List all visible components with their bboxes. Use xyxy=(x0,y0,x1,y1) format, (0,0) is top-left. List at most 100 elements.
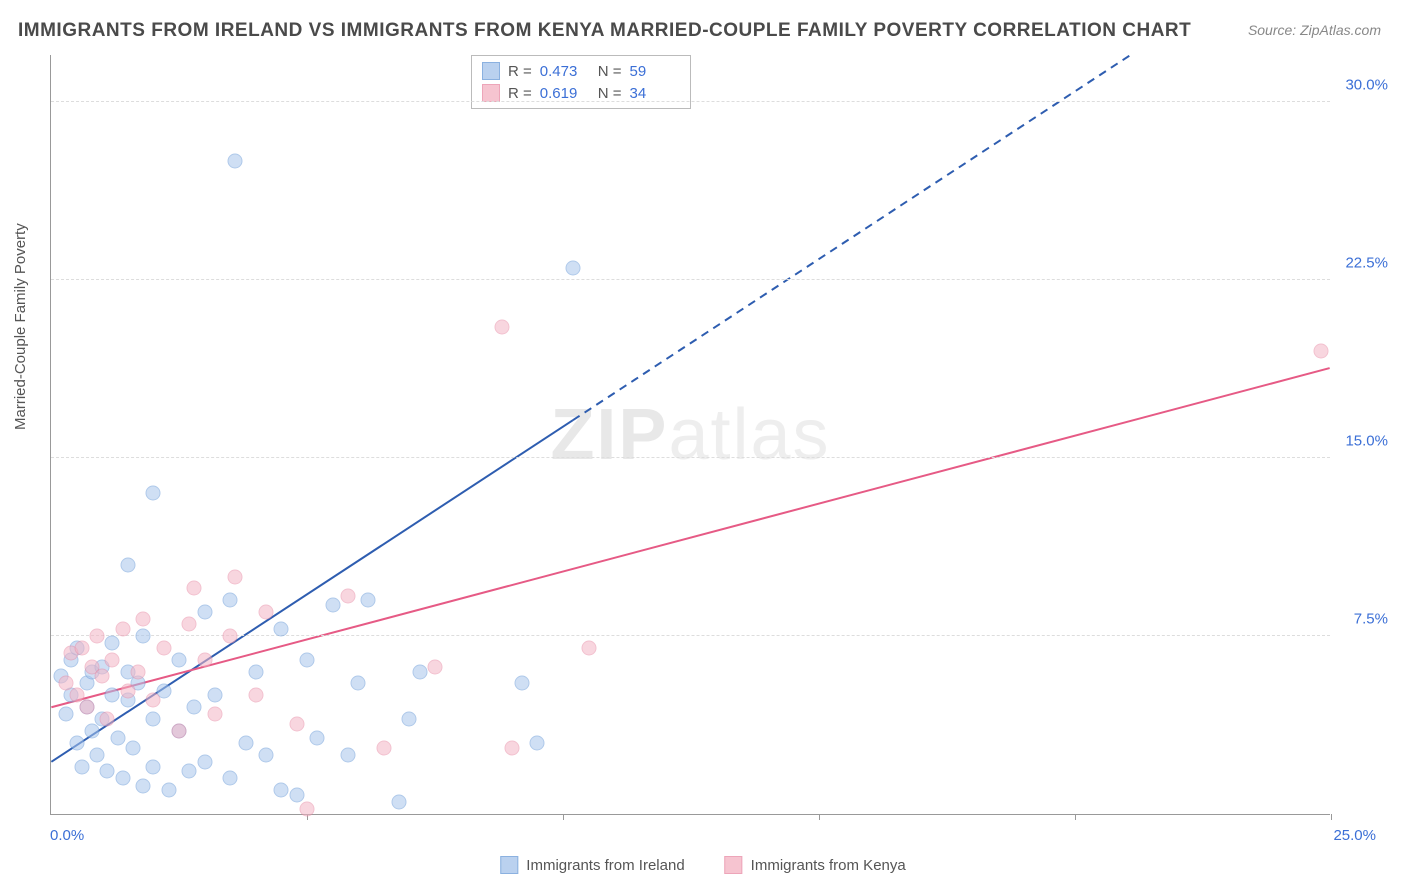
legend-label: Immigrants from Ireland xyxy=(526,857,684,874)
scatter-marker xyxy=(131,664,146,679)
scatter-marker xyxy=(136,612,151,627)
scatter-marker xyxy=(136,628,151,643)
bottom-legend: Immigrants from Ireland Immigrants from K… xyxy=(500,856,905,874)
plot-area: ZIPatlas R =0.473N =59R =0.619N =34 7.5%… xyxy=(50,55,1330,815)
scatter-marker xyxy=(84,723,99,738)
y-tick-label: 15.0% xyxy=(1345,432,1388,449)
scatter-marker xyxy=(125,740,140,755)
scatter-marker xyxy=(274,621,289,636)
trend-line-dashed xyxy=(573,55,1330,420)
x-tick-label-min: 0.0% xyxy=(50,827,84,844)
gridline-h xyxy=(51,279,1330,280)
scatter-marker xyxy=(530,735,545,750)
scatter-marker xyxy=(100,712,115,727)
y-tick-label: 7.5% xyxy=(1354,610,1388,627)
trend-line-solid xyxy=(51,368,1329,707)
scatter-marker xyxy=(74,759,89,774)
scatter-marker xyxy=(494,320,509,335)
x-tick xyxy=(563,814,564,820)
scatter-marker xyxy=(74,640,89,655)
source-label: Source: ZipAtlas.com xyxy=(1248,22,1381,38)
scatter-marker xyxy=(412,664,427,679)
scatter-marker xyxy=(105,688,120,703)
stat-r-value: 0.473 xyxy=(540,63,590,80)
scatter-marker xyxy=(428,659,443,674)
scatter-marker xyxy=(228,153,243,168)
bottom-legend-item: Immigrants from Kenya xyxy=(725,856,906,874)
scatter-marker xyxy=(187,700,202,715)
scatter-marker xyxy=(146,712,161,727)
stat-n-label: N = xyxy=(598,63,622,80)
scatter-marker xyxy=(105,652,120,667)
scatter-marker xyxy=(402,712,417,727)
scatter-marker xyxy=(146,759,161,774)
chart-title: IMMIGRANTS FROM IRELAND VS IMMIGRANTS FR… xyxy=(18,20,1191,42)
scatter-marker xyxy=(136,778,151,793)
scatter-marker xyxy=(187,581,202,596)
watermark-light: atlas xyxy=(668,395,830,475)
scatter-marker xyxy=(223,771,238,786)
scatter-marker xyxy=(300,802,315,817)
scatter-marker xyxy=(95,669,110,684)
scatter-marker xyxy=(197,605,212,620)
y-axis-label: Married-Couple Family Poverty xyxy=(12,223,29,430)
scatter-marker xyxy=(325,598,340,613)
trend-line-solid xyxy=(51,420,573,762)
scatter-marker xyxy=(248,688,263,703)
scatter-marker xyxy=(69,735,84,750)
scatter-marker xyxy=(115,621,130,636)
scatter-marker xyxy=(90,747,105,762)
scatter-marker xyxy=(289,716,304,731)
stat-n-value: 59 xyxy=(630,63,680,80)
scatter-marker xyxy=(120,683,135,698)
scatter-marker xyxy=(274,783,289,798)
scatter-marker xyxy=(207,707,222,722)
stat-r-label: R = xyxy=(508,63,532,80)
gridline-h xyxy=(51,101,1330,102)
scatter-marker xyxy=(79,700,94,715)
scatter-marker xyxy=(115,771,130,786)
scatter-marker xyxy=(182,617,197,632)
scatter-marker xyxy=(156,640,171,655)
scatter-marker xyxy=(172,723,187,738)
scatter-marker xyxy=(361,593,376,608)
x-tick-label-max: 25.0% xyxy=(1333,827,1376,844)
scatter-marker xyxy=(228,569,243,584)
scatter-marker xyxy=(197,652,212,667)
scatter-marker xyxy=(340,747,355,762)
legend-swatch xyxy=(482,62,500,80)
scatter-marker xyxy=(248,664,263,679)
scatter-marker xyxy=(376,740,391,755)
bottom-legend-item: Immigrants from Ireland xyxy=(500,856,684,874)
stat-r-label: R = xyxy=(508,85,532,102)
scatter-marker xyxy=(146,693,161,708)
stat-n-value: 34 xyxy=(630,85,680,102)
scatter-marker xyxy=(351,676,366,691)
trend-lines-svg xyxy=(51,55,1330,814)
scatter-marker xyxy=(161,783,176,798)
legend-swatch xyxy=(725,856,743,874)
scatter-marker xyxy=(146,486,161,501)
scatter-marker xyxy=(392,795,407,810)
scatter-marker xyxy=(223,593,238,608)
scatter-marker xyxy=(110,731,125,746)
scatter-marker xyxy=(105,636,120,651)
scatter-marker xyxy=(90,628,105,643)
y-tick-label: 22.5% xyxy=(1345,254,1388,271)
scatter-marker xyxy=(238,735,253,750)
scatter-marker xyxy=(581,640,596,655)
x-tick xyxy=(1075,814,1076,820)
scatter-marker xyxy=(504,740,519,755)
scatter-marker xyxy=(120,557,135,572)
scatter-marker xyxy=(100,764,115,779)
scatter-marker xyxy=(197,754,212,769)
scatter-marker xyxy=(515,676,530,691)
scatter-marker xyxy=(289,788,304,803)
stats-legend-row: R = 0.473 N = 59 xyxy=(482,60,680,82)
x-tick xyxy=(1331,814,1332,820)
scatter-marker xyxy=(259,747,274,762)
scatter-marker xyxy=(182,764,197,779)
gridline-h xyxy=(51,457,1330,458)
scatter-marker xyxy=(223,628,238,643)
scatter-marker xyxy=(300,652,315,667)
